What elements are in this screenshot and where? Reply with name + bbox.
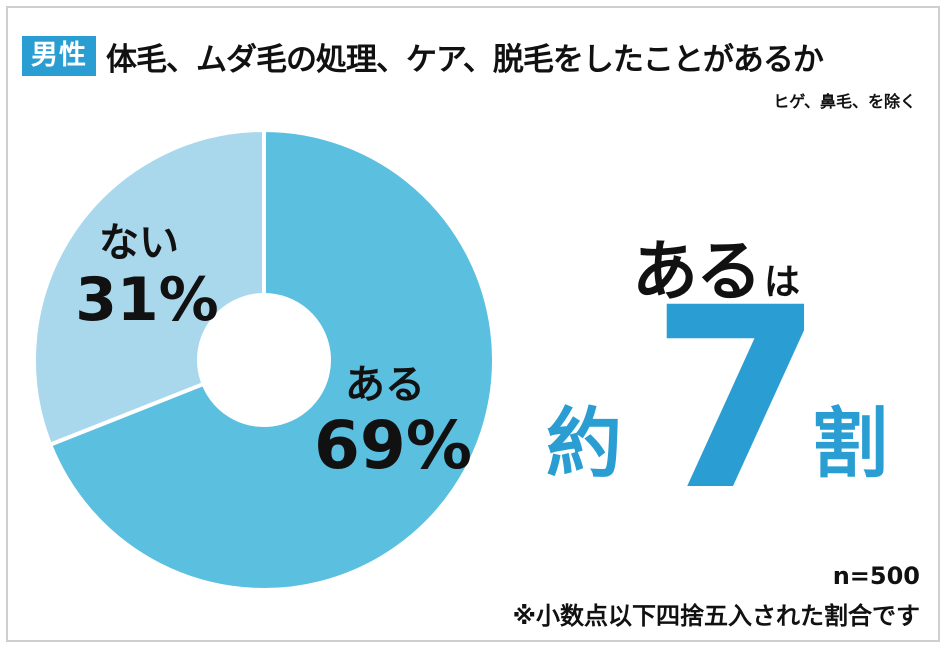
- chart-header: 男性 体毛、ムダ毛の処理、ケア、脱毛をしたことがあるか: [22, 34, 824, 78]
- chart-title: 体毛、ムダ毛の処理、ケア、脱毛をしたことがあるか: [106, 41, 824, 78]
- headline-number: 7: [650, 254, 824, 545]
- slice-0: [47, 127, 496, 592]
- rounding-note: ※小数点以下四捨五入された割合です: [512, 602, 920, 630]
- slice-value-1: 31%: [75, 265, 219, 335]
- headline-particle: は: [764, 262, 801, 303]
- headline-main: ある: [632, 233, 762, 310]
- gender-badge: 男性: [22, 36, 96, 76]
- figure-frame: [6, 6, 940, 642]
- slice-1: [32, 127, 266, 448]
- slice-value-0: 69%: [314, 407, 472, 484]
- slice-label-0: ある: [345, 362, 425, 408]
- slice-label-1: ない: [99, 220, 179, 266]
- sample-size: n=500: [832, 562, 920, 590]
- headline-unit: 割: [812, 399, 888, 488]
- headline: あるは: [632, 218, 800, 314]
- headline-approx: 約: [546, 399, 622, 488]
- chart-subtitle: ヒゲ、鼻毛、を除く: [773, 92, 916, 111]
